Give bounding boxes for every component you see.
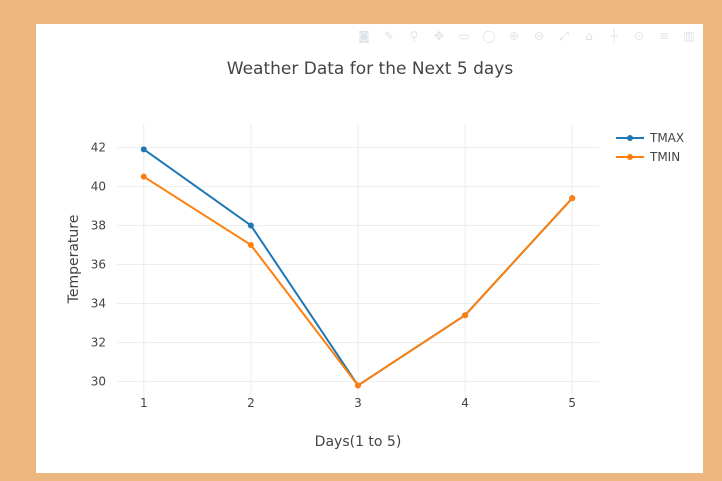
series-layer [140,146,576,389]
data-point-tmin[interactable] [140,173,147,180]
data-point-tmin[interactable] [355,382,361,389]
data-point-tmax[interactable] [140,146,147,153]
chart-title: Weather Data for the Next 5 days [227,59,514,79]
hover-closest-icon[interactable]: ⊙ [633,29,645,43]
y-tick-label: 40 [91,179,106,193]
legend-marker-tmax [627,135,633,141]
legend-label-tmax[interactable]: TMAX [649,131,684,145]
data-point-tmin[interactable] [247,241,254,248]
lasso-icon[interactable]: ◯ [482,29,496,43]
y-tick-label: 32 [91,336,106,350]
camera-icon[interactable]: ◙ [358,29,370,43]
reset-axes-icon[interactable]: ⌂ [585,29,593,43]
x-tick-label: 3 [354,396,362,410]
autoscale-icon[interactable]: ⤢ [559,28,569,43]
zoom-out-icon[interactable]: ⊖ [533,29,545,43]
x-tick-label: 2 [247,396,255,410]
x-tick-label: 5 [568,396,576,410]
y-tick-label: 34 [91,296,106,310]
y-tick-label: 36 [91,257,106,271]
x-tick-labels: 1 2 3 4 5 [140,396,576,410]
data-point-tmin[interactable] [569,195,576,202]
legend-label-tmin[interactable]: TMIN [649,150,680,164]
spike-lines-icon[interactable]: ┼ [610,29,618,43]
y-tick-label: 38 [91,218,106,232]
box-select-icon[interactable]: ▭ [458,29,470,43]
y-tick-label: 30 [91,375,106,389]
x-tick-label: 4 [461,396,469,410]
modebar: ◙ ✎ ⚲ ✥ ▭ ◯ ⊕ ⊖ ⤢ ⌂ ┼ ⊙ ≡ ▥ [356,28,697,44]
gridlines [117,124,599,403]
y-tick-label: 42 [91,140,106,154]
x-tick-label: 1 [140,396,148,410]
zoom-in-icon[interactable]: ⊕ [508,29,520,43]
pan-icon[interactable]: ✥ [433,29,445,43]
pencil-icon[interactable]: ✎ [383,29,395,43]
x-axis-title: Days(1 to 5) [315,434,402,450]
data-point-tmin[interactable] [462,312,469,319]
hover-compare-icon[interactable]: ≡ [658,29,670,43]
data-point-tmax[interactable] [247,222,254,229]
y-tick-labels: 30 32 34 36 38 40 42 [91,140,106,388]
legend: TMAX TMIN [616,131,684,164]
legend-marker-tmin [627,154,633,160]
plotly-logo-icon[interactable]: ▥ [683,29,695,43]
y-axis-title: Temperature [66,215,82,305]
zoom-icon[interactable]: ⚲ [409,29,419,43]
